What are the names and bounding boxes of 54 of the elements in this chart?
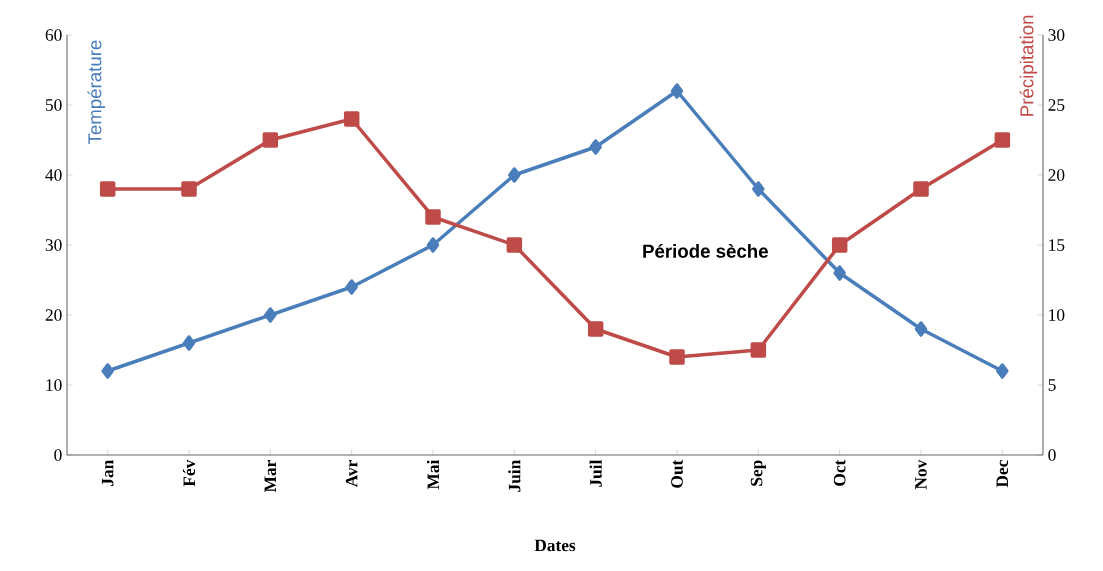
y2-axis-title: Précipitation — [1019, 15, 1038, 116]
y-tick-label: 10 — [46, 379, 62, 391]
y2-tick-label: 10 — [1049, 309, 1065, 321]
point — [996, 363, 1009, 379]
y-tick-label: 50 — [45, 99, 62, 111]
point — [508, 167, 521, 183]
point — [752, 181, 765, 197]
point — [506, 237, 523, 253]
y2-tick-label: 30 — [1048, 29, 1065, 41]
y-tick-label: 60 — [45, 29, 62, 41]
y-tick-label: 30 — [45, 239, 62, 251]
x-tick-label: Out — [671, 459, 683, 488]
x-tick-label: Nov — [915, 459, 927, 490]
x-tick-label: Mar — [264, 460, 277, 493]
point — [589, 139, 602, 155]
y2-tick-label: 25 — [1048, 99, 1065, 111]
point — [833, 265, 846, 281]
point — [587, 321, 604, 337]
x-tick-label: Sep — [750, 460, 766, 486]
point — [262, 132, 279, 148]
y2-tick-label: 20 — [1048, 169, 1065, 181]
x-axis-title: Dates — [534, 539, 576, 552]
point — [669, 349, 685, 365]
point — [182, 335, 196, 351]
point — [426, 237, 440, 253]
x-tick-label: Avr — [345, 460, 358, 488]
point — [181, 181, 197, 197]
point — [913, 181, 929, 197]
y-tick-label: 40 — [45, 169, 62, 181]
point — [101, 363, 114, 379]
point — [670, 83, 684, 99]
point — [264, 307, 277, 323]
x-tick-label: Jan — [101, 459, 114, 486]
x-tick-label: Juil — [589, 460, 602, 487]
y-axis-title: Température — [87, 40, 106, 145]
point — [425, 209, 441, 225]
x-tick-label: Dec — [996, 460, 1009, 488]
point — [994, 132, 1011, 148]
y-tick-label: 0 — [54, 449, 62, 461]
x-tick-label: Oct — [833, 459, 846, 486]
point — [914, 321, 928, 337]
y-tick-label: 20 — [45, 309, 62, 321]
y2-tick-label: 15 — [1049, 239, 1065, 251]
y2-tick-label: 5 — [1048, 379, 1056, 391]
point — [831, 237, 848, 253]
x-tick-label: Juin — [508, 459, 521, 492]
x-tick-label: Fév — [182, 459, 196, 487]
point — [750, 342, 767, 358]
point — [343, 111, 360, 127]
x-tick-label: Mai — [426, 459, 440, 490]
point — [99, 181, 116, 197]
annotation: Période sèche — [643, 243, 768, 258]
point — [345, 279, 358, 295]
y2-tick-label: 0 — [1048, 449, 1056, 461]
